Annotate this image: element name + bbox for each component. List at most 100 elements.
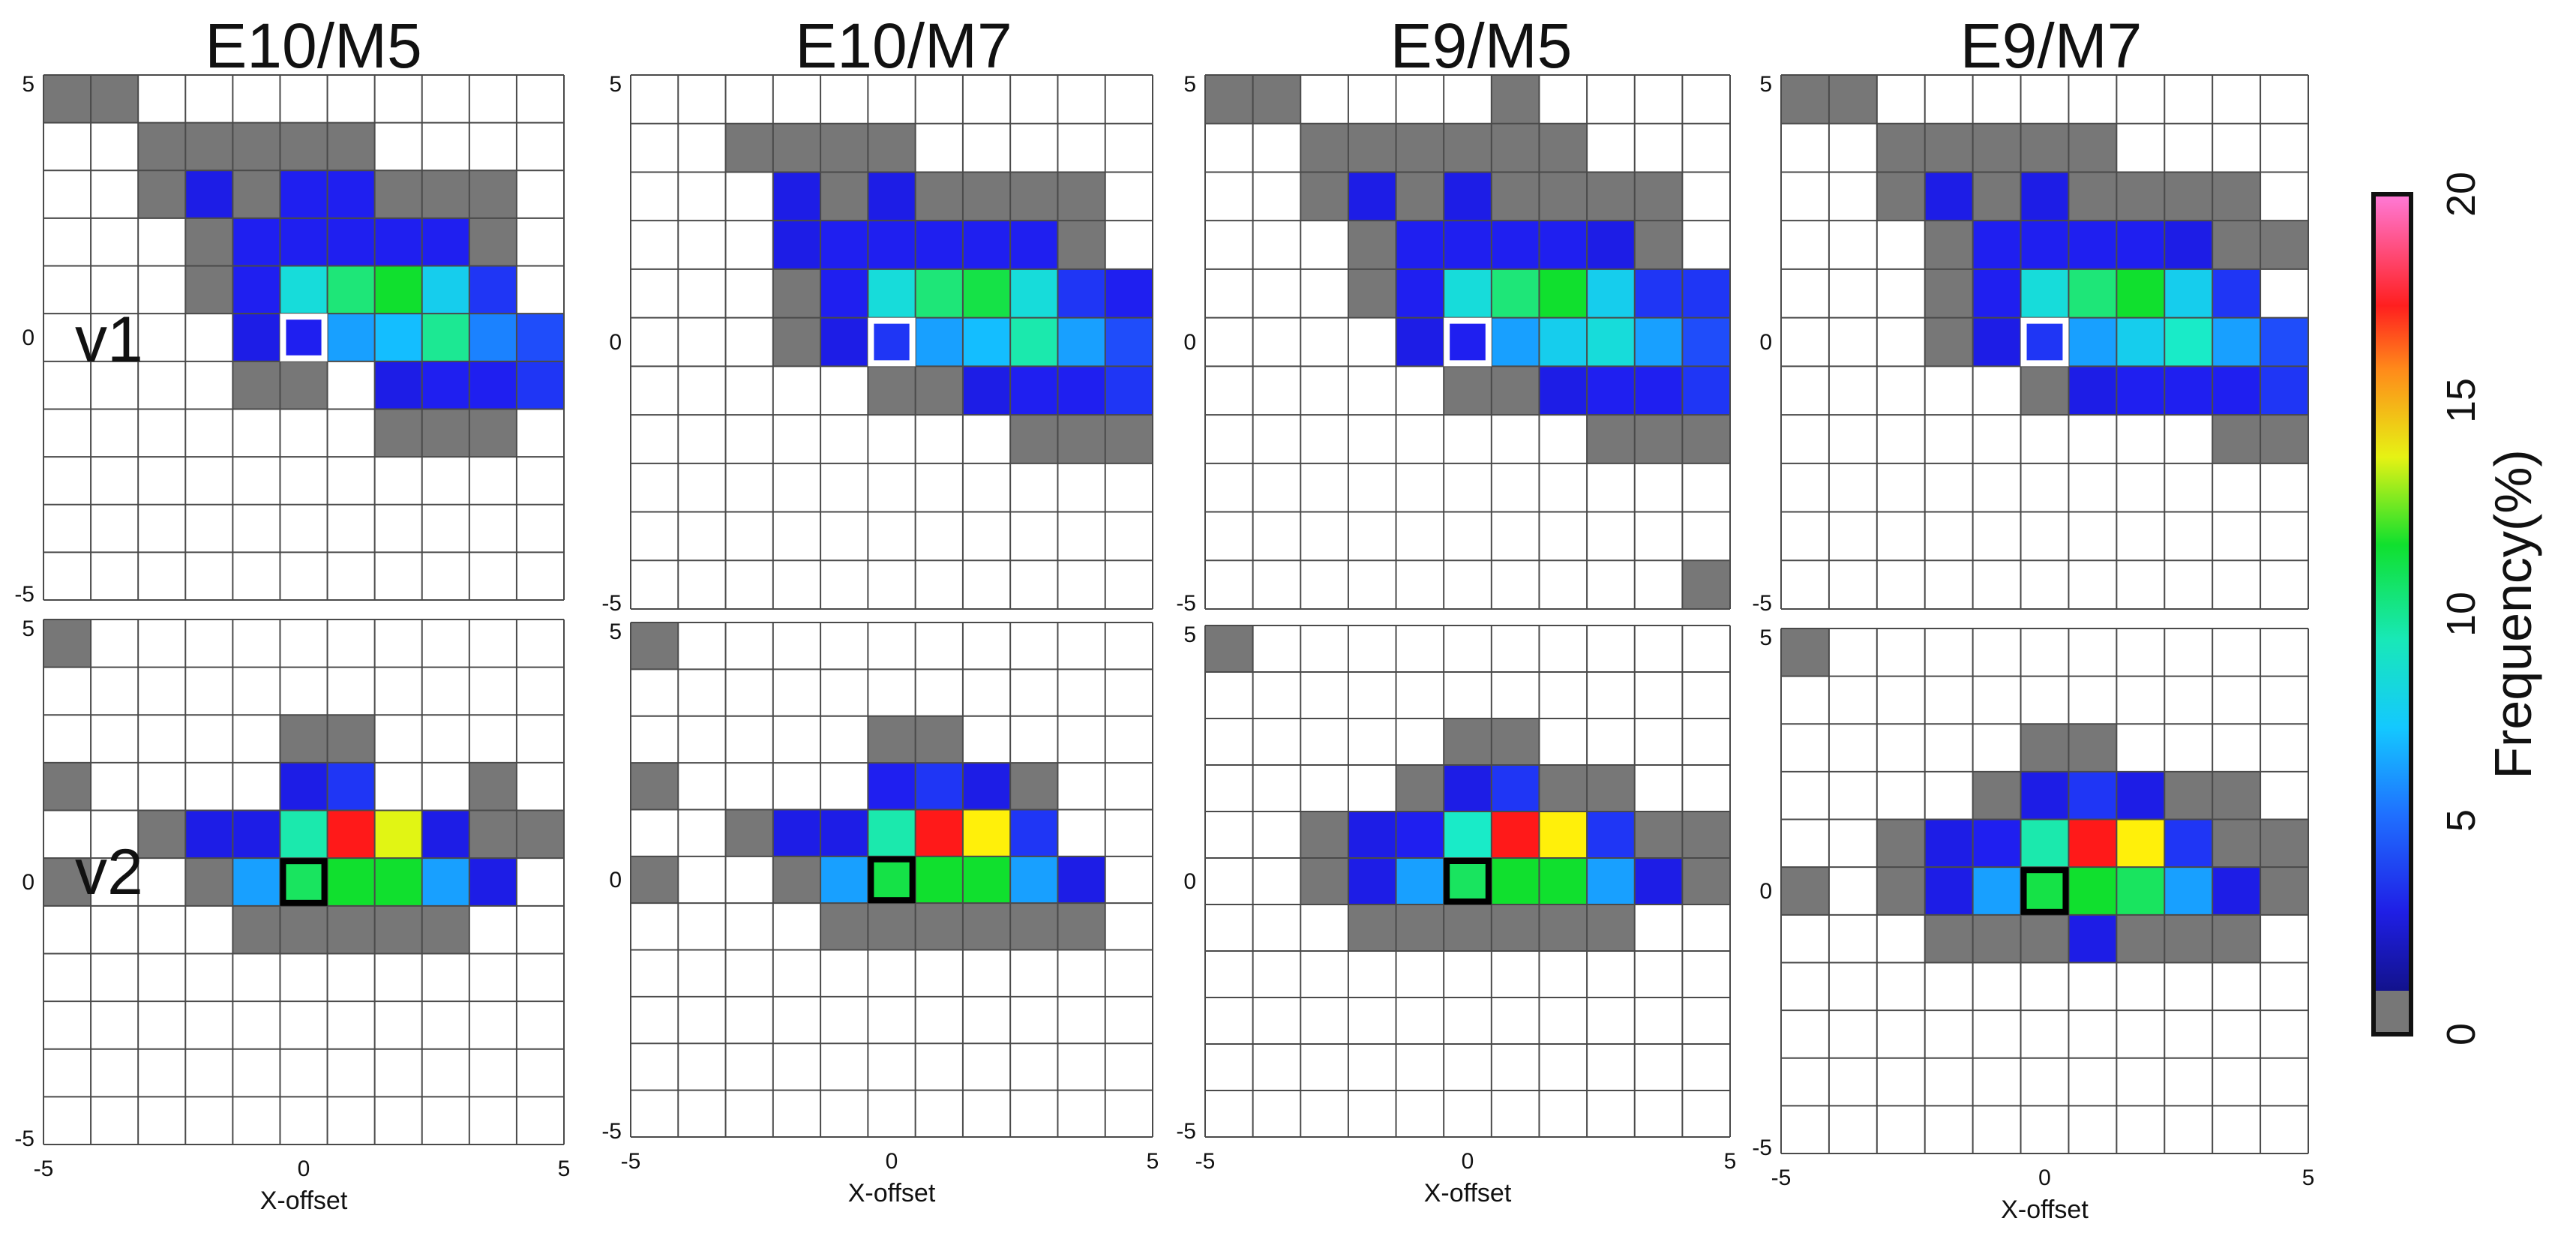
heatmap-cell [915, 317, 963, 367]
zero-cell [280, 122, 328, 171]
heatmap-cell [1010, 317, 1058, 367]
zero-cell [1444, 904, 1492, 951]
origin-cell-marker [1444, 317, 1492, 367]
zero-cell [2164, 771, 2213, 820]
heatmap-cell [280, 762, 328, 811]
heatmap-cell [1924, 867, 1973, 915]
heatmap-cell [232, 218, 280, 266]
zero-cell [2212, 771, 2261, 820]
heatmap-cell [232, 266, 280, 314]
zero-cell [1682, 560, 1730, 609]
zero-cell [1348, 220, 1396, 269]
heatmap-cell [421, 361, 469, 410]
zero-cell [2020, 366, 2069, 416]
y-tick-label: -5 [601, 591, 622, 616]
heatmap-cell [2116, 771, 2165, 820]
heatmap-cell [2212, 867, 2261, 915]
heatmap-cell [2020, 867, 2069, 915]
zero-cell [43, 858, 91, 906]
origin-cell-marker [1444, 858, 1492, 904]
heatmap-cell [2260, 366, 2308, 416]
zero-cell [1057, 903, 1105, 950]
heatmap-cell [1491, 317, 1540, 367]
heatmap-cell [1348, 858, 1396, 904]
zero-cell [631, 856, 679, 904]
heatmap-cell [1634, 858, 1683, 904]
heatmap-cell [2164, 220, 2213, 269]
zero-cell [2260, 415, 2308, 464]
zero-cell [421, 905, 469, 954]
heatmap-cell [1057, 366, 1105, 416]
heatmap-cell [1682, 317, 1730, 367]
zero-cell [2068, 724, 2117, 772]
heatmap-cell [2164, 867, 2213, 915]
heatmap-cell [868, 220, 916, 269]
origin-cell-marker [280, 314, 328, 362]
zero-cell [1348, 904, 1396, 951]
zero-cell [631, 763, 679, 810]
heatmap-cell [374, 266, 422, 314]
zero-cell [232, 905, 280, 954]
x-tick-label: -5 [1195, 1149, 1216, 1174]
zero-cell [1634, 220, 1683, 269]
heatmap-cell [327, 170, 375, 218]
heatmap-cell [1972, 317, 2021, 367]
heatmap-cell [327, 810, 375, 859]
zero-cell [421, 170, 469, 218]
zero-cell [1634, 415, 1683, 464]
zero-cell [1396, 765, 1444, 812]
heatmap-cell [1539, 366, 1588, 416]
heatmap-cell [1010, 268, 1058, 318]
zero-cell [91, 75, 139, 123]
heatmap-cell [962, 809, 1011, 856]
zero-cell [232, 361, 280, 410]
heatmap-cell [327, 314, 375, 362]
heatmap-cell [1444, 812, 1492, 858]
zero-cell [2260, 867, 2308, 915]
zero-cell [1444, 718, 1492, 765]
zero-cell [1634, 812, 1683, 858]
heatmap-cell [327, 218, 375, 266]
zero-cell [1539, 904, 1588, 951]
x-tick-label: -5 [34, 1156, 54, 1181]
zero-cell [772, 123, 821, 172]
heatmap-cell [1396, 317, 1444, 367]
x-axis-label: X-offset [848, 1179, 936, 1208]
zero-cell [1972, 123, 2021, 172]
x-axis-label: X-offset [1424, 1179, 1512, 1208]
heatmap-cell [469, 858, 517, 906]
zero-cell [1010, 763, 1058, 810]
zero-cell [280, 715, 328, 763]
heatmap-cell [1010, 856, 1058, 904]
heatmap-cell [772, 220, 821, 269]
heatmap-cell [2116, 268, 2165, 318]
zero-cell [327, 905, 375, 954]
heatmap-cell [2020, 268, 2069, 318]
colorbar-tick-20: 20 [2439, 172, 2484, 217]
zero-cell [1300, 858, 1348, 904]
heatmap-cell [2020, 819, 2069, 868]
heatmap-cell [2068, 317, 2117, 367]
zero-cell [1682, 858, 1730, 904]
origin-cell-marker [280, 858, 328, 906]
zero-cell [1010, 172, 1058, 221]
zero-cell [469, 170, 517, 218]
heatmap-cell [1491, 858, 1540, 904]
heatmap-cell [2164, 268, 2213, 318]
heatmap-cell [1972, 220, 2021, 269]
heatmap-cell [820, 809, 868, 856]
heatmap-cell [469, 361, 517, 410]
zero-cell [2260, 220, 2308, 269]
heatmap-cell [2164, 366, 2213, 416]
x-tick-label: 5 [558, 1156, 571, 1181]
zero-cell [2068, 172, 2117, 221]
heatmap-cell [469, 314, 517, 362]
zero-cell [725, 809, 773, 856]
y-tick-label: -5 [1176, 591, 1196, 616]
zero-cell [2068, 123, 2117, 172]
heatmap-cell [469, 266, 517, 314]
heatmap-panel: 5 0 -5 E9/M7 [1752, 10, 2309, 616]
heatmap-cell [1057, 856, 1105, 904]
heatmap-cell [2260, 317, 2308, 367]
y-tick-label: 0 [1759, 330, 1772, 355]
